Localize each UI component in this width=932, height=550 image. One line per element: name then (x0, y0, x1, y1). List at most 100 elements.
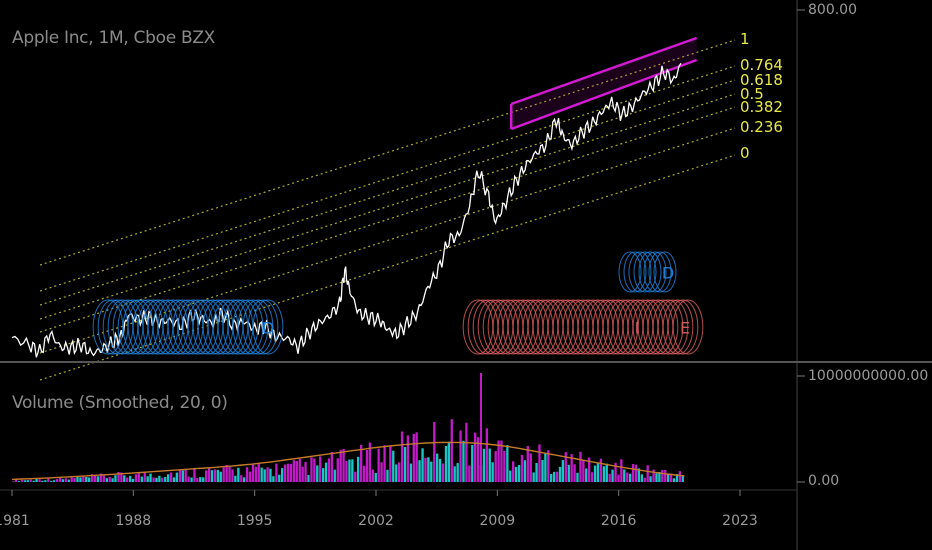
volume-bar (61, 479, 65, 482)
volume-bar (509, 470, 512, 482)
volume-bar (251, 464, 255, 482)
x-tick-label: 1995 (236, 513, 273, 529)
volume-bar (362, 465, 366, 482)
volume-bar (243, 477, 246, 482)
volume-bar (646, 465, 649, 482)
volume-bar (155, 477, 158, 482)
volume-bar (377, 448, 380, 482)
volume-bar (547, 450, 550, 482)
volume-bar (269, 468, 272, 482)
volume-bar (193, 467, 196, 482)
volume-y-tick-top: 10000000000.00 (808, 368, 929, 384)
fib-label: 0.5 (740, 85, 764, 103)
volume-bar (444, 446, 448, 482)
volume-bar (266, 467, 269, 482)
price-pane-title: Apple Inc, 1M, Cboe BZX (12, 28, 216, 48)
volume-bar (412, 433, 415, 482)
volume-bar (82, 475, 85, 482)
volume-bar (169, 472, 173, 482)
volume-bar (20, 479, 24, 482)
volume-bar (655, 473, 658, 482)
volume-bar (459, 430, 462, 482)
volume-bar (585, 468, 588, 482)
volume-bar (146, 476, 149, 482)
volume-bar (529, 453, 532, 482)
event-bubble-blue (648, 251, 672, 293)
volume-bar (669, 473, 673, 482)
volume-bar (643, 477, 646, 482)
volume-bar (360, 444, 363, 482)
volume-bar (430, 461, 433, 482)
volume-bar (649, 476, 652, 482)
volume-bar (348, 459, 351, 482)
volume-bar (76, 477, 79, 482)
volume-bar (140, 476, 144, 482)
volume-bar (225, 465, 228, 482)
volume-bar (88, 477, 91, 482)
fib-line (39, 39, 736, 266)
channel-lower-line (510, 58, 698, 131)
volume-bar (222, 467, 225, 482)
volume-bar (158, 475, 161, 482)
volume-bar (272, 476, 275, 482)
volume-bar (143, 471, 146, 482)
volume-bar (175, 472, 179, 482)
volume-bar (675, 474, 679, 482)
volume-bar (374, 472, 377, 482)
fib-line (39, 127, 736, 354)
volume-bar (237, 467, 240, 482)
volume-bar (202, 477, 205, 482)
volume-bar (555, 471, 559, 482)
volume-bar (471, 445, 474, 482)
volume-bar (550, 474, 553, 482)
volume-bar (14, 478, 18, 482)
volume-bar (298, 458, 301, 482)
volume-bar (213, 469, 217, 482)
volume-bar (351, 459, 354, 482)
volume-bar (307, 475, 310, 482)
volume-bar (368, 442, 372, 482)
volume-bar (500, 440, 503, 482)
fib-line (39, 79, 736, 306)
fib-label: 0.382 (740, 98, 783, 116)
volume-bar (661, 469, 664, 482)
volume-bar (658, 472, 661, 482)
event-bubble-blue (232, 299, 264, 355)
volume-bar (579, 451, 582, 482)
volume-bar (637, 468, 641, 482)
volume-bar (418, 460, 421, 482)
volume-bar (275, 463, 278, 482)
volume-bar (623, 469, 626, 482)
volume-bar (263, 469, 266, 482)
volume-bar (436, 453, 439, 482)
volume-bar (497, 440, 500, 482)
volume-bar (257, 463, 260, 482)
volume-bar (289, 463, 293, 482)
volume-bar (55, 479, 59, 482)
volume-bars (12, 373, 684, 482)
volume-bar (131, 478, 135, 482)
event-bubble-red (662, 299, 694, 355)
volume-bar (52, 480, 56, 482)
volume-bar (535, 463, 538, 482)
event-bubble-blue (643, 251, 667, 293)
x-tick-label: 1981 (0, 513, 30, 529)
volume-bar (190, 477, 193, 482)
volume-bar (433, 422, 436, 482)
volume-bar (345, 461, 348, 482)
volume-bar (512, 461, 515, 482)
volume-bar (468, 465, 471, 482)
volume-bar (35, 478, 38, 482)
volume-bar (383, 445, 386, 482)
event-bubble-blue (237, 299, 269, 355)
volume-bar (608, 473, 611, 482)
volume-bar (474, 432, 477, 482)
volume-bar (319, 456, 322, 482)
price-channel (509, 36, 698, 131)
volume-bar (301, 466, 304, 482)
volume-bar (342, 448, 345, 482)
volume-bar (564, 452, 567, 482)
volume-bar (591, 472, 594, 482)
